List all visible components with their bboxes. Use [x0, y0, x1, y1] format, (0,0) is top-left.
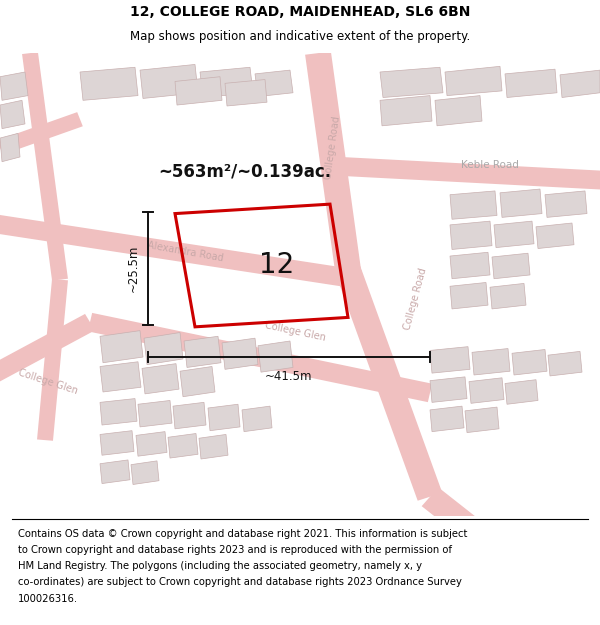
Polygon shape: [445, 66, 502, 96]
Polygon shape: [472, 349, 510, 375]
Text: Map shows position and indicative extent of the property.: Map shows position and indicative extent…: [130, 29, 470, 42]
Polygon shape: [140, 64, 198, 98]
Polygon shape: [545, 191, 587, 218]
Polygon shape: [258, 341, 293, 372]
Polygon shape: [225, 79, 267, 106]
Polygon shape: [100, 460, 130, 484]
Text: 12: 12: [259, 251, 295, 279]
Polygon shape: [100, 431, 134, 455]
Polygon shape: [450, 282, 488, 309]
Text: ~25.5m: ~25.5m: [127, 244, 140, 292]
Text: College Road: College Road: [402, 266, 428, 331]
Polygon shape: [208, 404, 240, 431]
Polygon shape: [430, 347, 470, 373]
Polygon shape: [168, 434, 198, 458]
Polygon shape: [184, 336, 221, 367]
Polygon shape: [255, 70, 293, 96]
Polygon shape: [512, 349, 547, 375]
Polygon shape: [500, 189, 542, 218]
Polygon shape: [380, 96, 432, 126]
Polygon shape: [450, 221, 492, 249]
Polygon shape: [200, 68, 253, 98]
Polygon shape: [222, 338, 258, 369]
Polygon shape: [0, 133, 20, 162]
Text: ~41.5m: ~41.5m: [265, 370, 313, 383]
Polygon shape: [242, 406, 272, 432]
Polygon shape: [0, 72, 28, 101]
Polygon shape: [0, 314, 95, 384]
Text: co-ordinates) are subject to Crown copyright and database rights 2023 Ordnance S: co-ordinates) are subject to Crown copyr…: [18, 578, 462, 587]
Polygon shape: [100, 399, 137, 425]
Polygon shape: [492, 253, 530, 279]
Text: College Glen: College Glen: [17, 368, 79, 396]
Polygon shape: [173, 402, 206, 429]
Polygon shape: [430, 406, 464, 432]
Text: Keble Road: Keble Road: [461, 159, 519, 169]
Text: College Road: College Road: [323, 115, 341, 180]
Polygon shape: [380, 68, 443, 98]
Polygon shape: [536, 223, 574, 249]
Polygon shape: [0, 214, 362, 289]
Polygon shape: [0, 101, 25, 129]
Polygon shape: [435, 96, 482, 126]
Text: HM Land Registry. The polygons (including the associated geometry, namely x, y: HM Land Registry. The polygons (includin…: [18, 561, 422, 571]
Text: to Crown copyright and database rights 2023 and is reproduced with the permissio: to Crown copyright and database rights 2…: [18, 545, 452, 555]
Polygon shape: [136, 432, 167, 456]
Polygon shape: [100, 331, 143, 362]
Text: College Glen: College Glen: [263, 320, 326, 343]
Polygon shape: [138, 401, 172, 427]
Polygon shape: [465, 407, 499, 432]
Polygon shape: [494, 221, 534, 248]
Polygon shape: [505, 69, 557, 98]
Polygon shape: [450, 191, 497, 219]
Text: 100026316.: 100026316.: [18, 594, 78, 604]
Polygon shape: [37, 279, 68, 441]
Text: ~563m²/~0.139ac.: ~563m²/~0.139ac.: [158, 162, 332, 180]
Polygon shape: [100, 362, 141, 392]
Polygon shape: [490, 283, 526, 309]
Polygon shape: [505, 380, 538, 404]
Polygon shape: [180, 366, 215, 397]
Polygon shape: [22, 52, 68, 281]
Polygon shape: [450, 253, 490, 279]
Text: Alexandra Road: Alexandra Road: [146, 240, 224, 263]
Text: Contains OS data © Crown copyright and database right 2021. This information is : Contains OS data © Crown copyright and d…: [18, 529, 467, 539]
Polygon shape: [199, 434, 228, 459]
Polygon shape: [560, 70, 600, 98]
Text: 12, COLLEGE ROAD, MAIDENHEAD, SL6 6BN: 12, COLLEGE ROAD, MAIDENHEAD, SL6 6BN: [130, 4, 470, 19]
Polygon shape: [340, 157, 600, 190]
Polygon shape: [335, 266, 442, 501]
Polygon shape: [422, 488, 499, 553]
Polygon shape: [548, 351, 582, 376]
Polygon shape: [0, 112, 83, 154]
Polygon shape: [469, 378, 504, 403]
Polygon shape: [88, 313, 432, 402]
Polygon shape: [175, 77, 222, 105]
Polygon shape: [144, 332, 183, 364]
Polygon shape: [430, 377, 467, 402]
Polygon shape: [305, 51, 361, 272]
Polygon shape: [131, 461, 159, 484]
Polygon shape: [80, 68, 138, 101]
Polygon shape: [142, 364, 179, 394]
